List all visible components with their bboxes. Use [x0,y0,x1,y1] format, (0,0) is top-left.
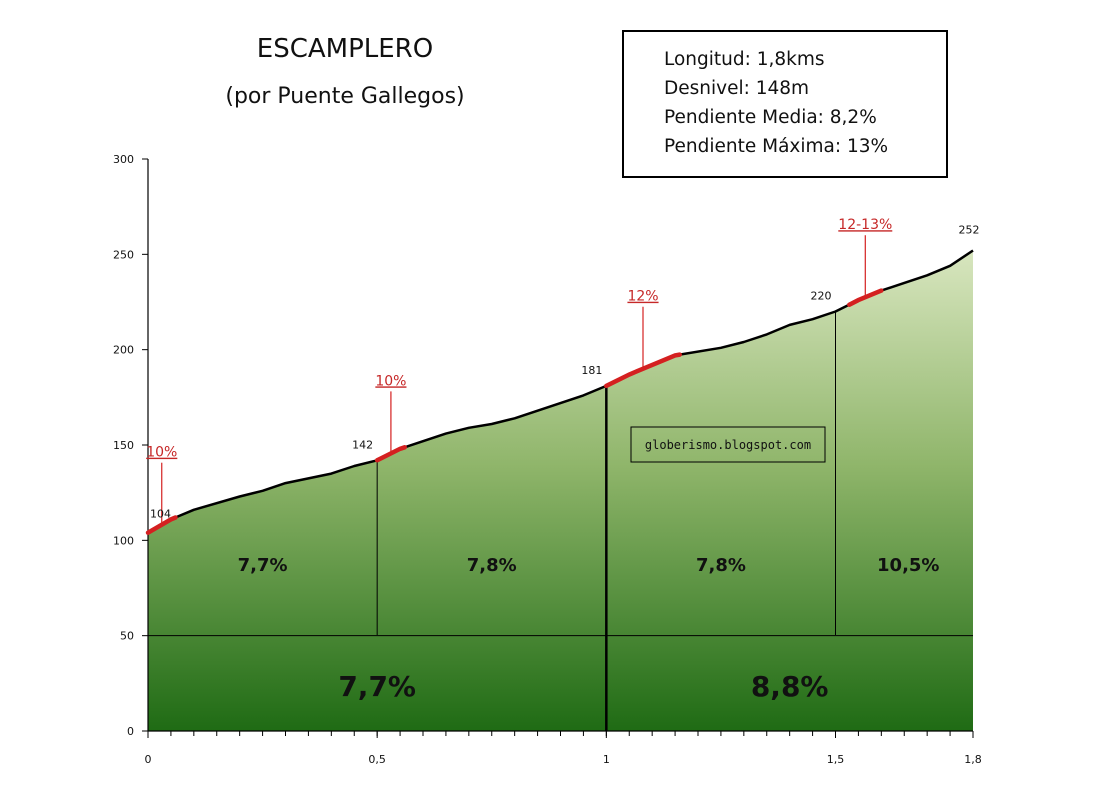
km-gradient-label: 7,7% [338,670,416,703]
steep-gradient-label: 10% [375,373,406,389]
x-tick-label: 1,5 [827,753,845,766]
y-tick-label: 50 [120,630,134,643]
y-tick-label: 250 [113,248,134,261]
km-gradient-label: 8,8% [751,670,829,703]
steep-gradient-label: 12% [627,289,658,305]
elevation-point-label: 104 [150,508,171,521]
elevation-point-label: 181 [581,364,602,377]
y-tick-label: 200 [113,344,134,357]
steep-gradient-label: 12-13% [838,217,892,233]
section-gradient-label: 7,8% [467,555,517,576]
watermark-box: globerismo.blogspot.com [630,426,826,463]
info-average-gradient: Pendiente Media: 8,2% [664,107,877,128]
elevation-point-label: 252 [959,224,980,237]
chart-subtitle: (por Puente Gallegos) [225,84,465,109]
info-length: Longitud: 1,8kms [664,49,825,70]
y-tick-label: 100 [113,534,134,547]
elevation-point-label: 142 [352,438,373,451]
y-tick-label: 300 [113,153,134,166]
steep-segment [604,352,682,389]
section-gradient-label: 10,5% [877,555,939,576]
info-box: Longitud: 1,8kms Desnivel: 148m Pendient… [622,30,948,178]
elevation-area [148,250,973,731]
steep-segment [847,288,884,307]
x-tick-label: 0,5 [368,753,386,766]
x-tick-label: 1,8 [964,753,982,766]
steep-segment [374,445,407,463]
y-tick-label: 150 [113,439,134,452]
info-max-gradient: Pendiente Máxima: 13% [664,136,889,157]
watermark-border [630,426,826,463]
info-elevation-gain: Desnivel: 148m [664,78,810,99]
steep-segment [145,515,178,535]
chart-title: ESCAMPLERO [256,34,434,64]
y-tick-label: 0 [127,725,134,738]
section-gradient-label: 7,7% [238,555,288,576]
x-tick-label: 1 [603,753,610,766]
section-gradient-label: 7,8% [696,555,746,576]
watermark-text: globerismo.blogspot.com [645,438,811,452]
steep-gradient-label: 10% [146,445,177,461]
elevation-point-label: 220 [811,290,832,303]
x-tick-label: 0 [145,753,152,766]
